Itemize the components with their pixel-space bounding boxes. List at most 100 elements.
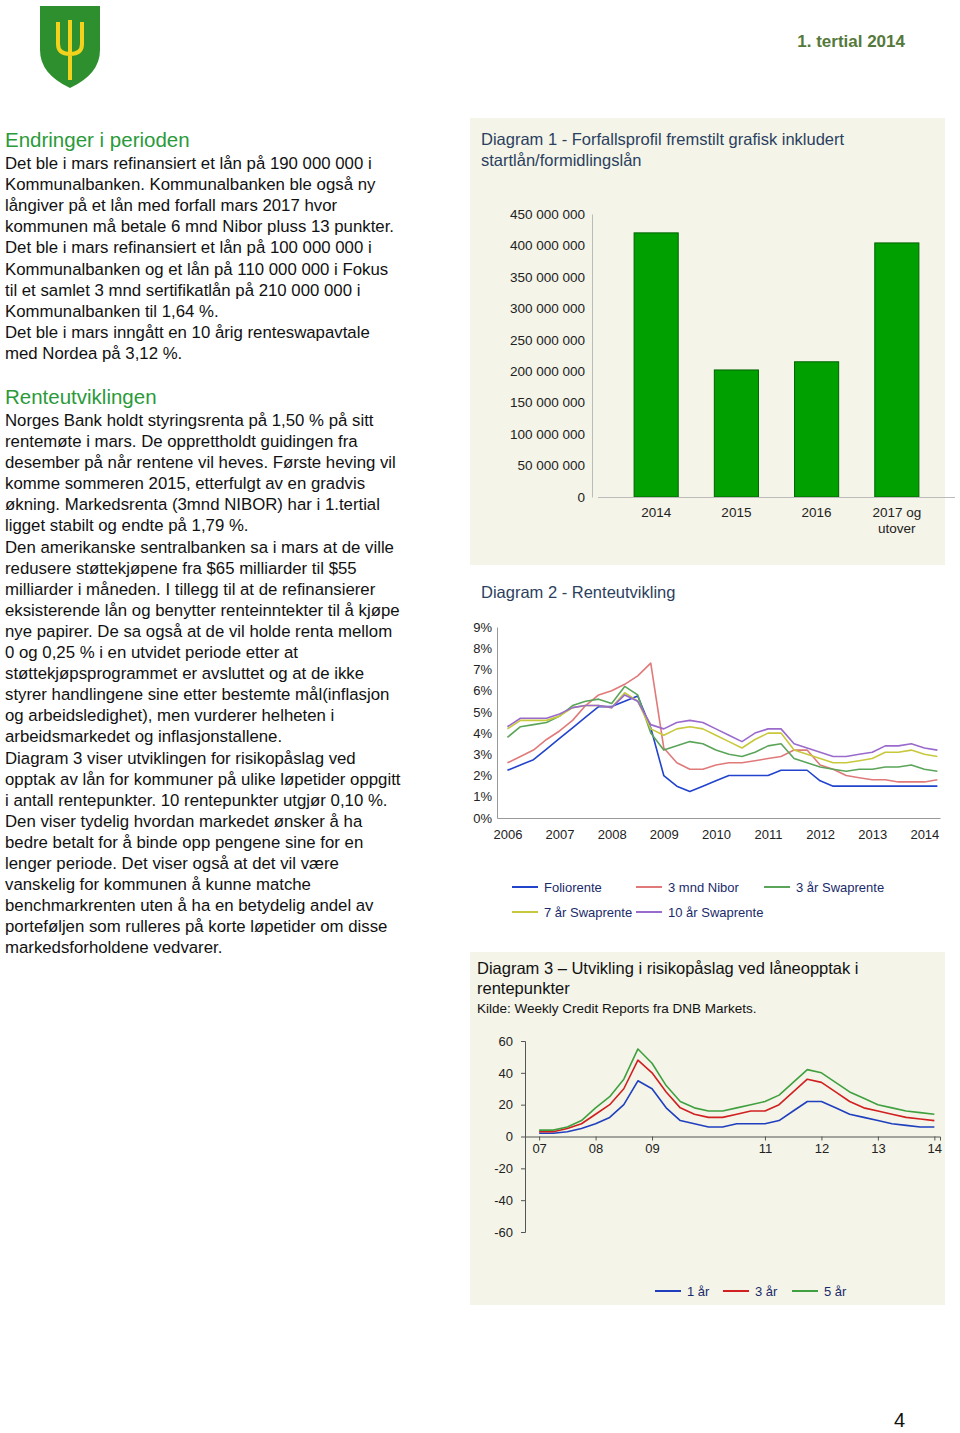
tick-label: 2014 <box>910 827 939 842</box>
legend-label: Foliorente <box>544 880 602 895</box>
lines <box>539 1049 934 1133</box>
tick: 0 <box>577 490 592 505</box>
tick: 0 <box>506 1129 525 1144</box>
legend-item: 5 år <box>792 1284 847 1299</box>
tick-label: 2006 <box>493 827 522 842</box>
paragraph-line: til et samlet 3 mnd sertifikatlån på 210… <box>5 281 360 300</box>
section-heading: Renteutviklingen <box>5 385 157 408</box>
tick: 250 000 000 <box>510 333 592 348</box>
tick: 2016 <box>802 497 832 520</box>
paragraph-line: med Nordea på 3,12 %. <box>5 344 182 363</box>
tick-label: 200 000 000 <box>510 364 585 379</box>
legend-swatch <box>723 1290 749 1292</box>
tick-label: 11 <box>759 1141 773 1156</box>
text-line: 2017 og <box>872 505 921 520</box>
paragraph-line: økning. Markedsrenta (3mnd NIBOR) har i … <box>5 495 380 514</box>
tick-label: 2007 <box>546 827 575 842</box>
text-line: utover <box>878 521 916 536</box>
tick-label: -20 <box>494 1161 513 1176</box>
paragraph-line: Det ble i mars refinansiert et lån på 19… <box>5 154 372 173</box>
paragraph-line: komme sommeren 2015, etterfulgt av en gr… <box>5 474 365 493</box>
bar <box>714 370 758 497</box>
text-column: Endringer i perioden Det ble i mars refin… <box>5 128 401 957</box>
tick: 40 <box>499 1065 525 1080</box>
tick-label: 5% <box>473 705 492 720</box>
paragraph-line: Diagram 3 viser utviklingen for risikopå… <box>5 749 356 768</box>
legend-label: 5 år <box>824 1284 847 1299</box>
tick: 12 <box>815 1137 829 1156</box>
tick-label: 0 <box>577 490 585 505</box>
paragraph-line: Det ble i mars inngått en 10 årig rentes… <box>5 323 370 342</box>
tick-label: 2017 ogutover <box>872 505 921 536</box>
tick: 07 <box>532 1137 546 1156</box>
paragraph-line: Den viser tydelig hvordan markedet ønske… <box>5 812 363 831</box>
tick-mark <box>521 1137 525 1138</box>
tick: 6% <box>473 683 497 698</box>
tick: 2% <box>473 768 497 783</box>
tick-label: 3% <box>473 747 492 762</box>
tick-label: 2010 <box>702 827 731 842</box>
tick-label: 09 <box>645 1141 659 1156</box>
x-axis: 07080911121314 <box>526 1137 943 1156</box>
bars <box>634 233 919 497</box>
y-axis: 0%1%2%3%4%5%6%7%8%9% <box>473 620 497 826</box>
legend-item: 3 år <box>723 1284 778 1299</box>
chart-subtitle: Kilde: Weekly Credit Reports fra DNB Mar… <box>477 1001 757 1016</box>
tick: 2011 <box>755 818 783 842</box>
tick-label: 07 <box>532 1141 546 1156</box>
tick: 2009 <box>650 818 679 842</box>
series-line <box>507 695 937 757</box>
tick: 9% <box>473 620 497 635</box>
page-svg: 1. tertial 2014Endringer i periodenDet b… <box>0 0 960 1433</box>
tick: 09 <box>645 1137 659 1156</box>
paragraph-line: ligget stabilt og endte på 1,79 %. <box>5 516 249 535</box>
logo <box>40 6 100 88</box>
text-line: startlån/formidlingslån <box>481 151 642 169</box>
tick-label: -60 <box>494 1225 513 1240</box>
tick-label: 2016 <box>802 505 832 520</box>
legend-item: 10 år Swaprente <box>636 905 763 920</box>
legend-label: 7 år Swaprente <box>544 905 632 920</box>
tick: 2010 <box>702 818 731 842</box>
tick-label: 8% <box>473 641 492 656</box>
x-axis: 2014 2015 2016 2017 ogutover <box>598 497 955 536</box>
axis-line <box>598 497 955 498</box>
legend-item: 3 år Swaprente <box>764 880 884 895</box>
chart-2: Diagram 2 - Renteutvikling0%1%2%3%4%5%6%… <box>473 583 940 920</box>
text-line: rentepunkter <box>477 979 570 997</box>
tick: 350 000 000 <box>510 270 592 285</box>
tick-label: 150 000 000 <box>510 395 585 410</box>
logo-shield <box>40 6 100 88</box>
axis-line <box>592 215 593 498</box>
tick-label: 2% <box>473 768 492 783</box>
tick: 2013 <box>858 818 887 842</box>
paragraph-line: Det ble i mars refinansiert et lån på 10… <box>5 238 372 257</box>
series-line <box>539 1049 934 1130</box>
tick-label: 250 000 000 <box>510 333 585 348</box>
tick: 4% <box>473 726 497 741</box>
tick: 0% <box>473 811 497 826</box>
page: 1. tertial 2014Endringer i periodenDet b… <box>0 0 960 1433</box>
text-line: Diagram 1 - Forfallsprofil fremstilt gra… <box>481 130 845 148</box>
tick-label: 0% <box>473 811 492 826</box>
tick: 2015 <box>721 497 751 520</box>
paragraph-line: styrer handlingene sine etter bestemte m… <box>5 685 389 704</box>
tick-label: 9% <box>473 620 492 635</box>
chart-title: Diagram 2 - Renteutvikling <box>481 583 675 601</box>
paragraph-line: långiver på et lån med forfall mars 2017… <box>5 196 337 215</box>
tick-mark <box>521 1041 525 1042</box>
text-line: Diagram 3 – Utvikling i risikopåslag ved… <box>477 959 859 977</box>
paragraph-line: kommunen må betale 6 mnd Nibor pluss 13 … <box>5 217 394 236</box>
section-heading: Endringer i perioden <box>5 128 190 151</box>
tick: 7% <box>473 662 497 677</box>
tick: 11 <box>759 1137 773 1156</box>
series-line <box>507 663 937 782</box>
tick-label: 2013 <box>858 827 887 842</box>
legend-item: 7 år Swaprente <box>512 905 632 920</box>
paragraph-line: opptak av lån for kommuner på ulike løpe… <box>5 770 401 789</box>
tick-label: 12 <box>815 1141 829 1156</box>
axis-line <box>498 818 941 819</box>
paragraph-line: i antall rentepunkter. 10 rentepunkter u… <box>5 791 387 810</box>
tick-label: 2014 <box>641 505 672 520</box>
tick-label: 6% <box>473 683 492 698</box>
